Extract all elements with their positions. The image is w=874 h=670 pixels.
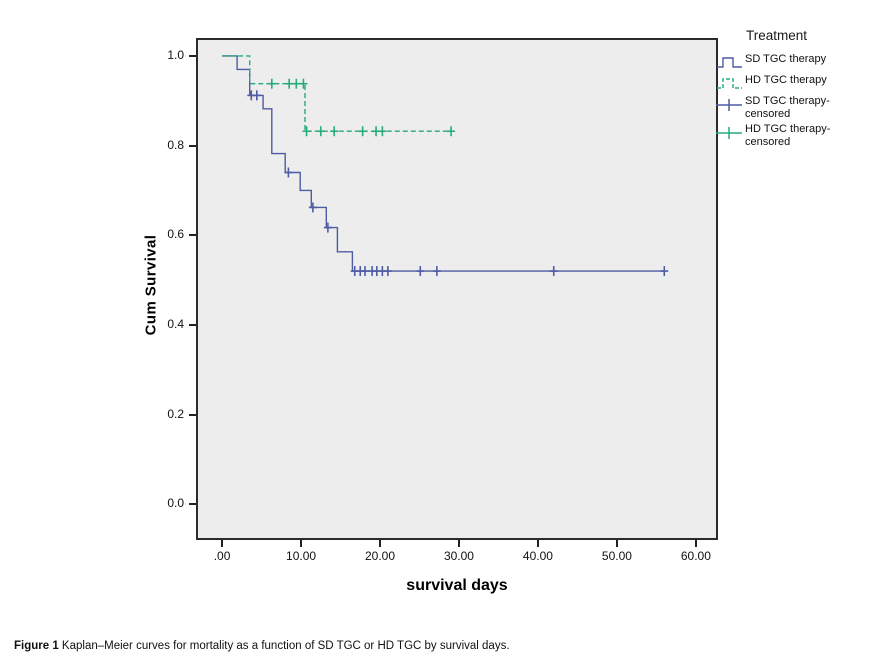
y-tick-mark [189, 413, 196, 416]
x-tick-label: 30.00 [443, 549, 474, 563]
survival-curve-0 [222, 55, 665, 272]
x-tick-mark [536, 540, 539, 547]
x-tick-mark [694, 540, 697, 547]
legend-item-label: HD TGC therapy-censored [745, 123, 831, 148]
legend-item-label: HD TGC therapy [745, 74, 827, 86]
y-tick-label: 1.0 [167, 47, 184, 62]
x-tick-mark [457, 540, 460, 547]
y-tick-label: 0.2 [167, 406, 184, 421]
x-tick-label: 10.00 [286, 549, 317, 563]
y-tick-mark [189, 503, 196, 506]
legend-items: SD TGC therapy HD TGC therapy SD TGC thera… [716, 53, 872, 149]
survival-curve-1 [222, 55, 455, 132]
y-tick-label: 0.6 [167, 227, 184, 242]
x-axis-title: survival days [406, 577, 508, 594]
plot-area [196, 38, 718, 540]
y-tick-label: 0.0 [167, 496, 184, 511]
y-tick-label: 0.4 [167, 316, 184, 331]
x-tick-mark [379, 540, 381, 547]
legend-title: Treatment [746, 28, 808, 43]
legend-item: SD TGC therapy [716, 53, 872, 71]
x-tick-label: 60.00 [680, 549, 711, 563]
legend-item-label: SD TGC therapy [745, 53, 827, 65]
x-tick-label: .00 [213, 549, 231, 563]
step-line-glyph-icon [717, 78, 742, 89]
plot-frame [196, 38, 718, 540]
legend-item: SD TGC therapy-censored [716, 95, 872, 120]
step-line-glyph-icon [717, 57, 742, 68]
x-tick-label: 40.00 [522, 549, 553, 563]
x-tick-mark [221, 540, 224, 547]
km-plot-canvas [196, 38, 718, 540]
figure-caption: Figure 1 Kaplan–Meier curves for mortali… [14, 640, 510, 652]
x-tick-mark [615, 540, 618, 547]
legend-item-label: SD TGC therapy-censored [745, 95, 830, 120]
legend: Treatment SD TGC therapy HD TGC therapy SD… [716, 28, 872, 152]
x-tick-mark [300, 540, 303, 547]
y-tick-mark [189, 323, 196, 326]
censor-plus-glyph-icon [716, 127, 742, 140]
legend-item: HD TGC therapy [716, 74, 872, 92]
x-tick-label: 20.00 [364, 549, 396, 563]
y-tick-mark [189, 234, 196, 237]
censor-plus-glyph-icon [716, 99, 742, 111]
legend-item: HD TGC therapy-censored [716, 123, 872, 148]
y-tick-mark [189, 144, 196, 147]
caption-label: Figure 1 [14, 640, 59, 652]
y-tick-mark [189, 54, 196, 57]
y-tick-label: 0.8 [167, 137, 184, 152]
x-tick-label: 50.00 [601, 549, 632, 563]
caption-text: Kaplan–Meier curves for mortality as a f… [58, 640, 510, 652]
